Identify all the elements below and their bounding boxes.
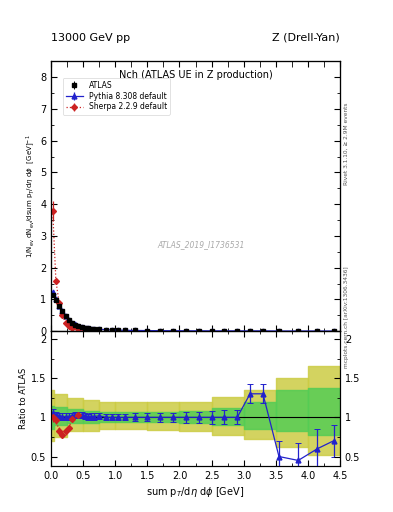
Text: Nch (ATLAS UE in Z production): Nch (ATLAS UE in Z production) <box>119 70 272 79</box>
X-axis label: sum p$_T$/d$\eta$ d$\phi$ [GeV]: sum p$_T$/d$\eta$ d$\phi$ [GeV] <box>147 485 244 499</box>
Text: mcplots.cern.ch [arXiv:1306.3436]: mcplots.cern.ch [arXiv:1306.3436] <box>344 267 349 368</box>
Text: 13000 GeV pp: 13000 GeV pp <box>51 33 130 42</box>
Text: Rivet 3.1.10, ≥ 2.9M events: Rivet 3.1.10, ≥ 2.9M events <box>344 102 349 185</box>
Text: Z (Drell-Yan): Z (Drell-Yan) <box>272 33 340 42</box>
Y-axis label: 1/N$_{\mathsf{ev}}$ dN$_{\mathsf{ev}}$/dsum p$_T$/d$\eta$ d$\phi$  [GeV]$^{-1}$: 1/N$_{\mathsf{ev}}$ dN$_{\mathsf{ev}}$/d… <box>24 135 37 258</box>
Text: ATLAS_2019_I1736531: ATLAS_2019_I1736531 <box>158 240 245 249</box>
Legend: ATLAS, Pythia 8.308 default, Sherpa 2.2.9 default: ATLAS, Pythia 8.308 default, Sherpa 2.2.… <box>62 78 170 115</box>
Y-axis label: Ratio to ATLAS: Ratio to ATLAS <box>19 368 28 429</box>
